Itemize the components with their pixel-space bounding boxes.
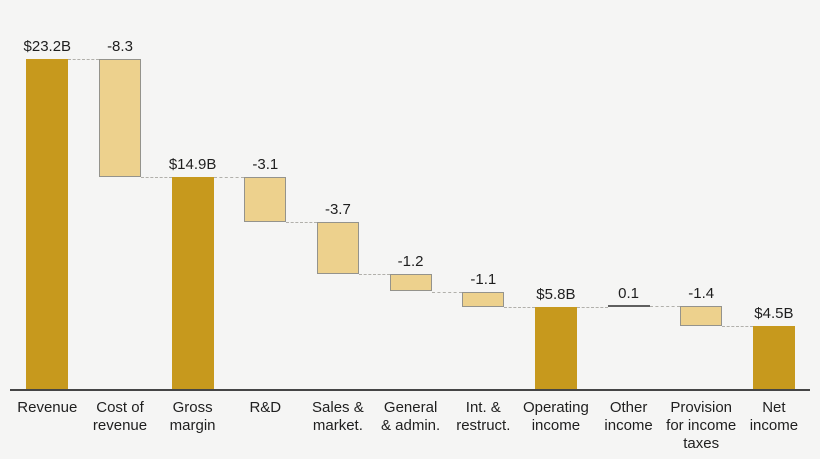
x-axis-label-net-income: Net income (749, 399, 799, 434)
bar-sales-market (316, 221, 359, 275)
connector-line (576, 307, 608, 309)
bar-provision-for-income-taxes (680, 305, 723, 326)
value-label-cost-of-revenue: -8.3 (107, 38, 133, 55)
connector-line (286, 221, 317, 223)
connector-line (358, 274, 390, 276)
value-label-other-income: 0.1 (618, 284, 640, 302)
value-label-provision-for-income-taxes: -1.4 (688, 284, 715, 302)
connector-line (504, 307, 535, 309)
connector-line (141, 177, 172, 179)
x-axis-label-cost-of-revenue: Cost of revenue (92, 399, 148, 434)
bar-general-admin (389, 274, 432, 292)
bar-cost-of-revenue (99, 59, 141, 178)
connector-line (431, 291, 463, 293)
x-axis-label-gross-margin: Gross margin (169, 399, 216, 434)
value-label-gross-margin: $14.9B (168, 156, 217, 174)
x-axis-label-sales-market: Sales & market. (312, 399, 364, 434)
x-axis-line (10, 389, 810, 391)
connector-line (68, 59, 99, 60)
bar-int-restruct (462, 291, 505, 308)
x-axis-label-other-income: Other income (604, 399, 653, 434)
x-axis-label-int-restruct: Int. & restruct. (456, 399, 511, 434)
bar-revenue (26, 59, 69, 390)
connector-line (213, 177, 245, 179)
x-axis-label-r-d: R&D (249, 399, 282, 416)
bar-gross-margin (171, 177, 214, 390)
x-axis-label-provision-for-income-taxes: Provision for income taxes (666, 399, 737, 452)
x-axis-label-operating-income: Operating income (522, 399, 589, 434)
bar-other-income (607, 304, 650, 307)
value-label-net-income: $4.5B (754, 304, 794, 322)
connector-line (722, 325, 753, 327)
x-axis-label-revenue: Revenue (17, 399, 78, 416)
value-label-sales-market: -3.7 (324, 200, 351, 218)
x-axis-label-general-admin: General & admin. (380, 399, 441, 434)
value-label-int-restruct: -1.1 (470, 270, 497, 288)
connector-line (649, 305, 681, 307)
bar-operating-income (534, 307, 577, 390)
value-label-r-d: -3.1 (252, 156, 279, 174)
value-label-revenue: $23.2B (23, 38, 72, 55)
value-label-general-admin: -1.2 (397, 253, 424, 271)
value-label-operating-income: $5.8B (536, 286, 576, 304)
bar-net-income (752, 325, 795, 390)
bar-r-d (244, 177, 287, 222)
